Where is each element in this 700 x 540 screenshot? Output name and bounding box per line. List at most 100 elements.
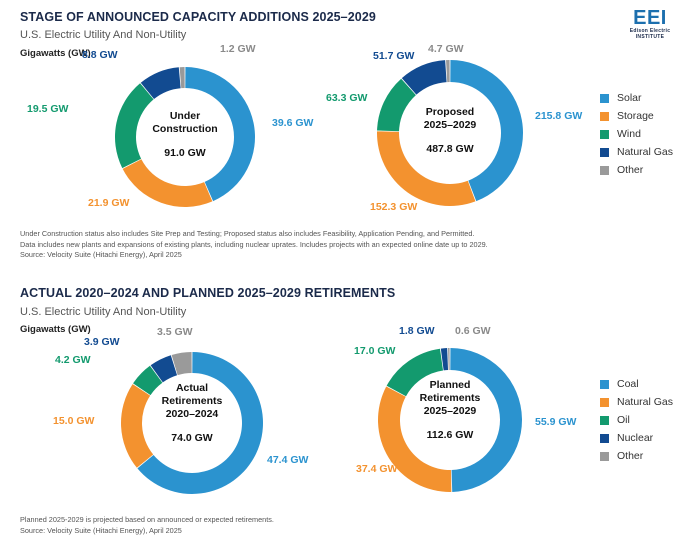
actual-retirements-center-title: Actual: [176, 382, 208, 394]
note-line: Planned 2025-2029 is projected based on …: [20, 515, 274, 524]
section-1-heading: STAGE OF ANNOUNCED CAPACITY ADDITIONS 20…: [20, 10, 376, 24]
proposed-value-label: 4.7 GW: [428, 43, 464, 55]
legend-label: Nuclear: [617, 432, 654, 444]
under-construction-slice-natural-gas: [140, 67, 181, 100]
under-construction-value-label: 8.8 GW: [82, 49, 118, 61]
legend-item-wind: Wind: [600, 125, 673, 143]
actual-retirements-value-label: 4.2 GW: [55, 354, 91, 366]
proposed-center-total: 487.8 GW: [426, 143, 473, 155]
actual-retirements-value-label: 3.9 GW: [84, 336, 120, 348]
actual-retirements-donut: 47.4 GW 15.0 GW 4.2 GW 3.9 GW 3.5 GW ActualRe…: [53, 326, 309, 495]
planned-retirements-value-label: 1.8 GW: [399, 325, 435, 337]
under-construction-center-total: 91.0 GW: [164, 147, 206, 159]
proposed-slice-natural-gas: [401, 60, 447, 95]
section-2-unit-label: Gigawatts (GW): [20, 324, 91, 335]
proposed-donut: 215.8 GW 152.3 GW 63.3 GW 51.7 GW 4.7 GW Prop…: [326, 43, 582, 213]
proposed-slice-wind: [377, 78, 416, 132]
legend-label: Natural Gas: [617, 146, 674, 158]
section-2-legend: Coal Natural Gas Oil Nuclear Other: [600, 375, 673, 465]
legend-label: Wind: [617, 128, 641, 140]
legend-label: Solar: [617, 92, 642, 104]
note-line: Data includes new plants and expansions …: [20, 239, 488, 249]
proposed-center-title: 2025–2029: [424, 119, 477, 131]
proposed-slice-other: [446, 60, 450, 83]
planned-retirements-center-total: 112.6 GW: [427, 429, 474, 441]
section-1-notes: Under Construction status also includes …: [20, 229, 488, 261]
proposed-value-label: 215.8 GW: [535, 110, 582, 122]
actual-retirements-slice-nuclear: [150, 355, 178, 383]
legend-label: Storage: [617, 110, 654, 122]
legend-swatch: [600, 451, 609, 461]
under-construction-slice-storage: [122, 159, 213, 208]
legend-swatch: [600, 165, 609, 175]
legend-swatch: [600, 379, 609, 389]
actual-retirements-center-title: Retirements: [162, 395, 223, 407]
planned-retirements-value-label: 55.9 GW: [535, 416, 577, 428]
proposed-value-label: 152.3 GW: [370, 201, 417, 213]
planned-retirements-center-title: Planned: [430, 379, 471, 391]
proposed-slice-storage: [377, 131, 476, 206]
legend-item-coal: Coal: [600, 375, 673, 393]
legend-item-nuclear: Nuclear: [600, 429, 673, 447]
planned-retirements-slice-other: [448, 348, 450, 371]
under-construction-slice-other: [179, 67, 185, 89]
actual-retirements-slice-natural-gas: [120, 384, 154, 468]
legend-item-other: Other: [600, 447, 673, 465]
legend-label: Other: [617, 450, 644, 462]
legend-swatch: [600, 147, 609, 157]
planned-retirements-center-title: 2025–2029: [424, 405, 477, 417]
proposed-center-title: Proposed: [426, 106, 474, 118]
under-construction-value-label: 1.2 GW: [220, 43, 256, 55]
legend-item-natural-gas: Natural Gas: [600, 143, 673, 161]
eei-logo: EEI Edison Electric INSTITUTE: [612, 8, 688, 40]
under-construction-value-label: 39.6 GW: [272, 117, 314, 129]
planned-retirements-donut: 55.9 GW 37.4 GW 17.0 GW1.8 GW 0.6 GW Planned…: [354, 325, 577, 492]
section-2-notes: Planned 2025-2029 is projected based on …: [20, 515, 274, 536]
planned-retirements-slice-coal: [450, 348, 523, 492]
legend-swatch: [600, 111, 609, 121]
logo-line-1: Edison Electric: [629, 28, 671, 34]
under-construction-value-label: 19.5 GW: [27, 103, 69, 115]
note-line: Source: Velocity Suite (Hitachi Energy),…: [20, 525, 182, 535]
section-2-heading: ACTUAL 2020–2024 AND PLANNED 2025–2029 R…: [20, 286, 396, 300]
under-construction-donut: 39.6 GW 21.9 GW 19.5 GW 8.8 GW 1.2 GW UnderCo…: [27, 43, 314, 209]
under-construction-center-title: Under: [170, 110, 200, 122]
actual-retirements-value-label: 3.5 GW: [157, 326, 193, 338]
actual-retirements-slice-oil: [133, 365, 163, 396]
planned-retirements-center-title: Retirements: [420, 392, 481, 404]
actual-retirements-center-title: 2020–2024: [166, 408, 219, 420]
planned-retirements-slice-nuclear: [440, 348, 449, 371]
actual-retirements-value-label: 15.0 GW: [53, 415, 95, 427]
legend-item-solar: Solar: [600, 89, 673, 107]
actual-retirements-value-label: 47.4 GW: [267, 454, 309, 466]
logo-line-2: INSTITUTE: [635, 34, 665, 40]
section-1-unit-label: Gigawatts (GW): [20, 48, 91, 59]
actual-retirements-center-total: 74.0 GW: [171, 432, 213, 444]
planned-retirements-value-label: 0.6 GW: [455, 325, 491, 337]
legend-swatch: [600, 397, 609, 407]
section-1-subheading: U.S. Electric Utility And Non-Utility: [20, 29, 187, 41]
legend-label: Coal: [617, 378, 639, 390]
legend-swatch: [600, 433, 609, 443]
under-construction-value-label: 21.9 GW: [88, 197, 130, 209]
legend-item-other: Other: [600, 161, 673, 179]
actual-retirements-slice-other: [171, 352, 192, 376]
proposed-slice-solar: [450, 60, 523, 202]
proposed-value-label: 51.7 GW: [373, 50, 415, 62]
legend-label: Natural Gas: [617, 396, 674, 408]
legend-label: Oil: [617, 414, 630, 426]
legend-swatch: [600, 415, 609, 425]
under-construction-slice-solar: [185, 67, 255, 202]
under-construction-center-title: Construction: [152, 123, 217, 135]
planned-retirements-value-label: 37.4 GW: [356, 463, 398, 475]
legend-swatch: [600, 93, 609, 103]
note-line: Source: Velocity Suite (Hitachi Energy),…: [20, 250, 182, 259]
planned-retirements-value-label: 17.0 GW: [354, 345, 396, 357]
under-construction-slice-wind: [115, 83, 154, 169]
note-line: Under Construction status also includes …: [20, 229, 475, 238]
legend-item-storage: Storage: [600, 107, 673, 125]
legend-item-oil: Oil: [600, 411, 673, 429]
planned-retirements-slice-oil: [386, 348, 444, 397]
section-2-subheading: U.S. Electric Utility And Non-Utility: [20, 306, 187, 318]
